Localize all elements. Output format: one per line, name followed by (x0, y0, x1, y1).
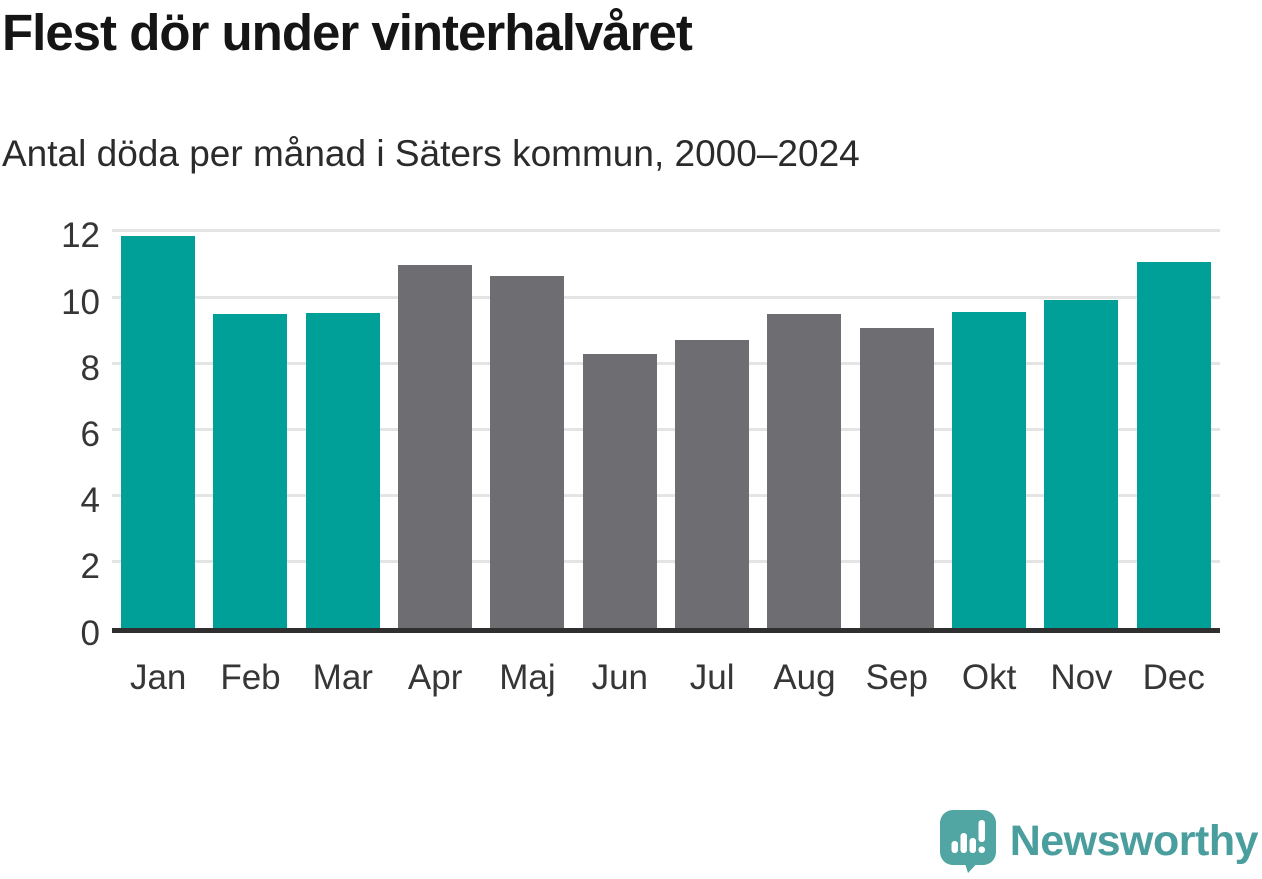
x-label-nov: Nov (1050, 658, 1113, 697)
y-tick-label-0: 0 (80, 613, 100, 653)
x-label-okt: Okt (961, 658, 1017, 697)
bar-series (112, 200, 1220, 628)
x-label-sep: Sep (865, 658, 928, 697)
brand-name: Newsworthy (1009, 816, 1259, 865)
y-tick-label-10: 10 (61, 282, 100, 322)
x-label-feb: Feb (220, 658, 281, 697)
bar-jun (582, 353, 657, 628)
bar-maj (490, 275, 565, 628)
bar-slot-jul (666, 340, 758, 628)
bar-nov (1044, 299, 1119, 628)
bar-slot-maj (481, 275, 573, 628)
chart-title: Flest dör under vinterhalvåret (2, 4, 693, 61)
bar-slot-sep (851, 327, 943, 628)
bar-slot-jun (574, 353, 666, 628)
bar-slot-okt (943, 311, 1035, 628)
gridline-4 (112, 494, 1220, 498)
chart-subtitle: Antal döda per månad i Säters kommun, 20… (2, 133, 860, 174)
bar-apr (398, 265, 473, 628)
y-tick-label-8: 8 (80, 348, 100, 388)
x-label-dec: Dec (1142, 658, 1205, 697)
bar-okt (952, 311, 1027, 628)
bar-slot-aug (758, 313, 850, 628)
newsworthy-logo: Newsworthy (939, 809, 1259, 873)
gridline-6 (112, 427, 1220, 431)
bar-aug (767, 313, 842, 628)
bar-jul (675, 340, 750, 628)
bar-slot-feb (204, 313, 296, 628)
newsworthy-speech-bubble-bar-chart-icon (939, 810, 996, 873)
y-tick-label-4: 4 (80, 481, 100, 521)
y-tick-label-12: 12 (61, 216, 100, 256)
bar-mar (305, 312, 380, 628)
y-tick-label-2: 2 (80, 547, 100, 587)
bar-slot-jan (112, 235, 204, 628)
bar-sep (859, 327, 934, 628)
bar-slot-apr (389, 265, 481, 628)
x-axis-labels: Jan Feb Mar Apr Maj Jun Jul Aug Sep Okt Nov Dec (112, 658, 1220, 698)
x-label-jul: Jul (689, 658, 735, 697)
gridline-8 (112, 361, 1220, 365)
x-label-mar: Mar (312, 658, 373, 697)
gridline-2 (112, 560, 1220, 564)
gridline-12 (112, 229, 1220, 233)
gridline-10 (112, 295, 1220, 299)
y-tick-label-6: 6 (80, 414, 100, 454)
x-label-maj: Maj (499, 658, 556, 697)
bar-dec (1136, 261, 1211, 628)
bar-slot-dec (1128, 261, 1220, 628)
plot-area (112, 200, 1220, 633)
x-label-aug: Aug (773, 658, 836, 697)
bar-slot-mar (297, 312, 389, 628)
x-label-apr: Apr (407, 658, 463, 697)
bar-slot-nov (1035, 299, 1127, 628)
x-label-jun: Jun (591, 658, 649, 697)
bar-feb (213, 313, 288, 628)
bar-jan (121, 235, 196, 628)
x-label-jan: Jan (129, 658, 187, 697)
